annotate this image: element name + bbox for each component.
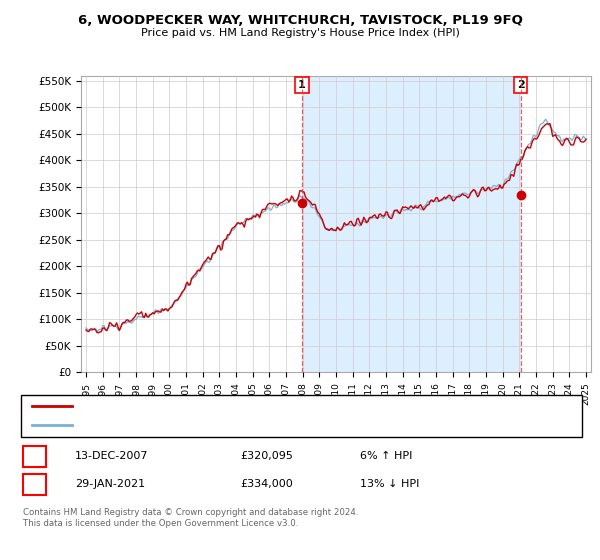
Text: 29-JAN-2021: 29-JAN-2021: [75, 479, 145, 489]
Text: £334,000: £334,000: [240, 479, 293, 489]
Text: 2: 2: [517, 80, 524, 90]
Text: 6, WOODPECKER WAY, WHITCHURCH, TAVISTOCK, PL19 9FQ (detached house): 6, WOODPECKER WAY, WHITCHURCH, TAVISTOCK…: [77, 401, 466, 411]
Text: 1: 1: [30, 450, 38, 463]
Text: Contains HM Land Registry data © Crown copyright and database right 2024.
This d: Contains HM Land Registry data © Crown c…: [23, 508, 358, 528]
Text: 13% ↓ HPI: 13% ↓ HPI: [360, 479, 419, 489]
Text: 6, WOODPECKER WAY, WHITCHURCH, TAVISTOCK, PL19 9FQ: 6, WOODPECKER WAY, WHITCHURCH, TAVISTOCK…: [77, 14, 523, 27]
Text: 13-DEC-2007: 13-DEC-2007: [75, 451, 149, 461]
Text: HPI: Average price, detached house, West Devon: HPI: Average price, detached house, West…: [77, 421, 321, 431]
Bar: [302, 76, 521, 372]
Text: £320,095: £320,095: [240, 451, 293, 461]
Text: Price paid vs. HM Land Registry's House Price Index (HPI): Price paid vs. HM Land Registry's House …: [140, 28, 460, 38]
Text: 6% ↑ HPI: 6% ↑ HPI: [360, 451, 412, 461]
Text: 2: 2: [30, 478, 38, 491]
Text: 1: 1: [298, 80, 306, 90]
